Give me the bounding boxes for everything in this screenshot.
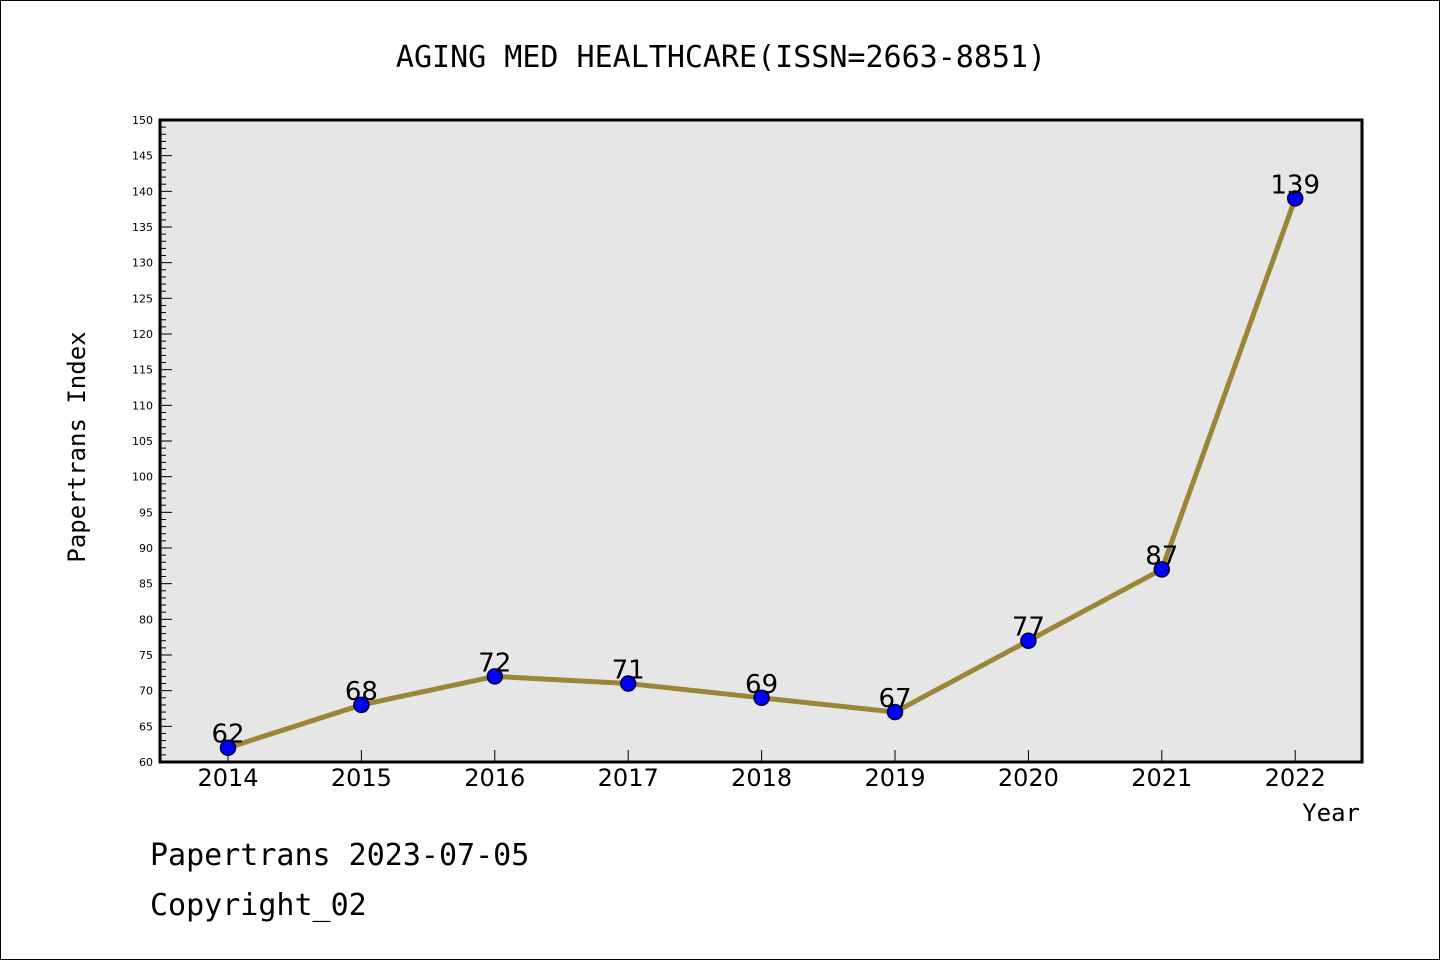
y-tick-label: 60 (139, 756, 153, 769)
y-tick-label: 85 (139, 578, 153, 591)
x-tick-label: 2022 (1265, 764, 1326, 792)
x-axis: 2014 2015 2016 2017 2018 2019 2020 2021 2022 (197, 750, 1326, 792)
x-tick-label: 2019 (864, 764, 925, 792)
y-tick-label: 135 (132, 221, 153, 234)
y-tick-label: 65 (139, 720, 153, 733)
x-tick-label: 2021 (1131, 764, 1192, 792)
plot-border (158, 118, 1364, 764)
data-point (219, 739, 237, 756)
data-point (486, 668, 504, 685)
data-label: 77 (1012, 613, 1045, 643)
x-tick-label: 2016 (464, 764, 525, 792)
data-label: 87 (1145, 541, 1178, 571)
x-axis-label: Year (1302, 799, 1360, 827)
y-tick-label: 110 (132, 399, 153, 412)
y-tick-label: 80 (139, 613, 153, 626)
y-tick-label: 125 (132, 292, 153, 305)
footer-copyright: Copyright_02 (150, 888, 367, 923)
y-axis-label: Papertrans Index (63, 331, 91, 562)
x-tick-label: 2015 (331, 764, 392, 792)
y-tick-label: 130 (132, 257, 153, 270)
x-tick-label: 2014 (197, 764, 258, 792)
data-point (753, 689, 770, 707)
data-points (219, 190, 1304, 756)
chart-title: AGING MED HEALTHCARE(ISSN=2663-8851) (396, 40, 1046, 75)
footer-date: Papertrans 2023-07-05 (150, 838, 529, 873)
data-point (619, 675, 637, 692)
y-tick-label: 100 (132, 471, 153, 484)
y-axis: 60 65 70 75 80 85 90 95 100 105 110 115 120 125 130 135… (132, 114, 172, 769)
data-label: 68 (345, 677, 378, 707)
x-tick-label: 2018 (731, 764, 792, 792)
data-point (1020, 632, 1037, 649)
data-point (1286, 190, 1304, 207)
x-tick-label: 2017 (598, 764, 659, 792)
data-point (353, 696, 370, 714)
y-tick-label: 145 (132, 150, 153, 163)
data-label: 139 (1270, 170, 1320, 200)
y-tick-label: 75 (139, 649, 153, 662)
y-tick-label: 150 (132, 114, 153, 127)
y-tick-label: 120 (132, 328, 153, 341)
data-label: 71 (612, 656, 645, 686)
y-tick-label: 90 (139, 542, 153, 555)
y-tick-label: 140 (132, 185, 153, 198)
data-label: 67 (878, 684, 911, 714)
y-tick-label: 95 (139, 506, 153, 519)
y-tick-label: 105 (132, 435, 153, 448)
data-labels: 62 68 72 71 69 67 77 87 139 (211, 170, 1320, 749)
y-tick-label: 115 (132, 364, 153, 377)
x-tick-label: 2020 (998, 764, 1059, 792)
data-label: 62 (211, 720, 244, 750)
plot-area (160, 120, 1362, 762)
y-tick-label: 70 (139, 685, 153, 698)
data-point (886, 703, 904, 721)
data-point (1153, 561, 1171, 578)
data-label: 69 (745, 670, 778, 700)
data-label: 72 (478, 648, 511, 678)
